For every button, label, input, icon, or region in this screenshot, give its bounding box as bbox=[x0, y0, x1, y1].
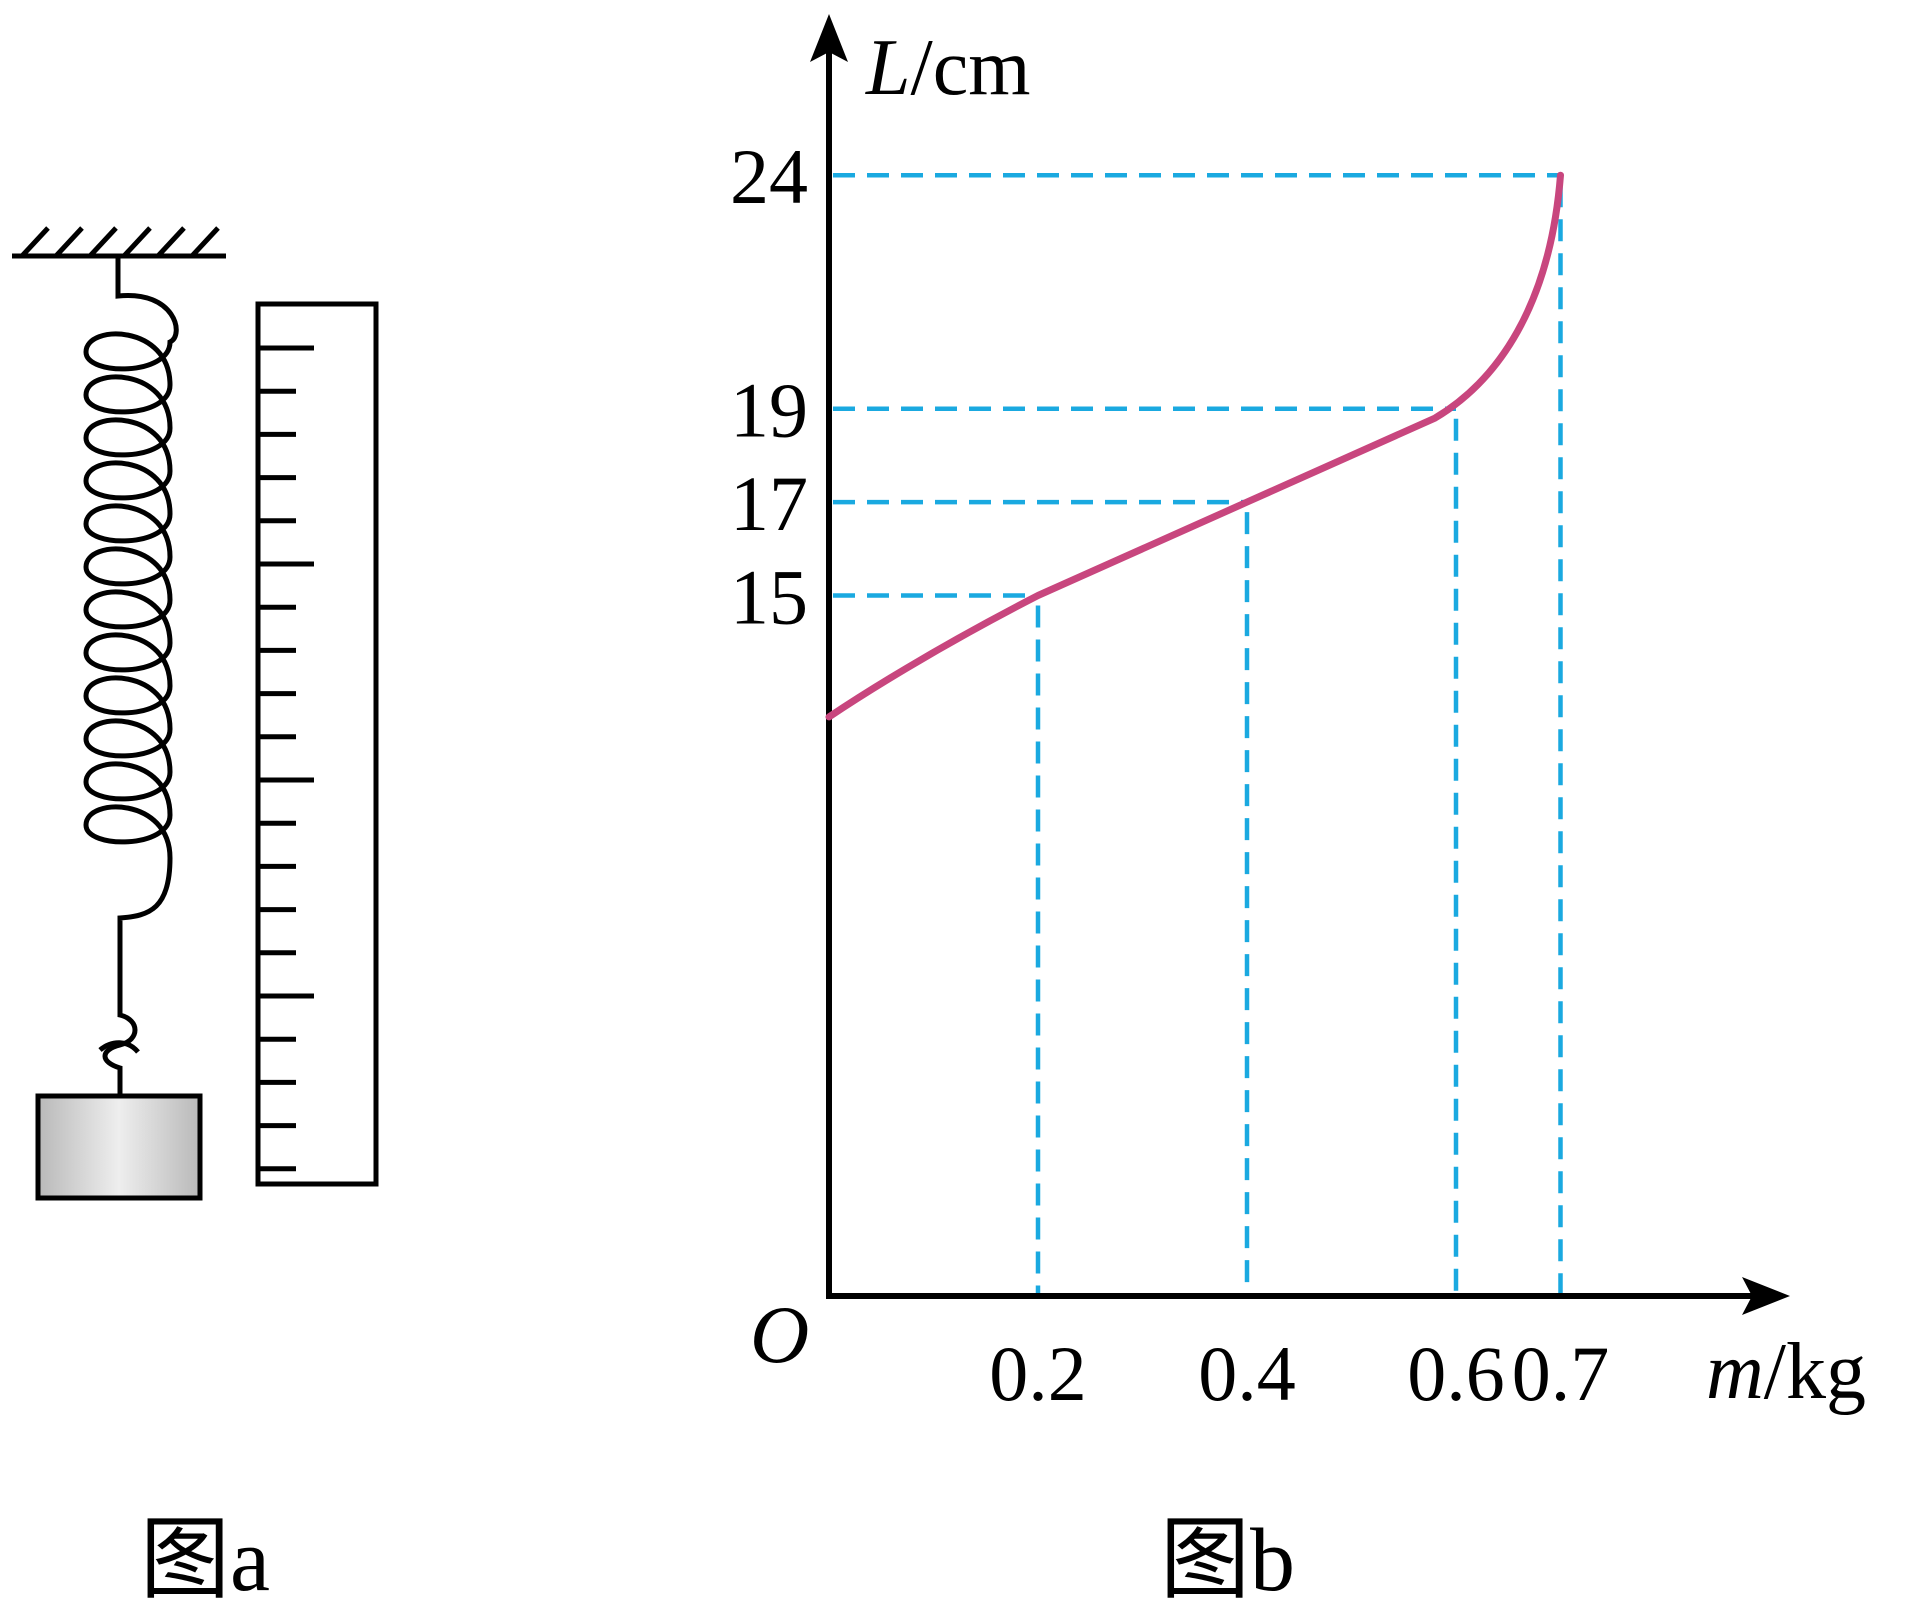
y-tick-label: 17 bbox=[730, 460, 808, 547]
ceiling-hatch bbox=[20, 226, 50, 258]
ruler bbox=[255, 301, 379, 1187]
ceiling-hatch bbox=[54, 226, 84, 258]
figure-a: 图a bbox=[12, 226, 379, 1607]
ceiling-hatch bbox=[88, 226, 118, 258]
x-tick-labels: 0.2 0.4 0.6 0.7 bbox=[989, 1330, 1609, 1417]
y-axis-var: L bbox=[865, 24, 911, 112]
y-tick-label: 24 bbox=[730, 133, 808, 220]
x-tick-label: 0.7 bbox=[1512, 1330, 1610, 1417]
x-axis-arrow bbox=[1742, 1277, 1790, 1315]
x-tick-label: 0.4 bbox=[1198, 1330, 1296, 1417]
y-tick-label: 15 bbox=[730, 554, 808, 641]
spring bbox=[83, 256, 179, 990]
ceiling-hatch bbox=[156, 226, 186, 258]
weight-block bbox=[35, 1093, 203, 1201]
x-tick-label: 0.2 bbox=[989, 1330, 1087, 1417]
length-mass-curve bbox=[825, 171, 1564, 721]
origin-label: O bbox=[750, 1289, 809, 1380]
x-axis-var: m bbox=[1706, 1328, 1764, 1416]
hook-curl bbox=[98, 1040, 140, 1054]
ruler-ticks bbox=[258, 345, 314, 1172]
ceiling-hatch bbox=[122, 226, 152, 258]
y-axis-unit: /cm bbox=[911, 24, 1031, 112]
y-axis-label: L/cm bbox=[865, 24, 1030, 112]
guide-lines bbox=[833, 172, 1563, 1296]
y-tick-label: 19 bbox=[730, 367, 808, 454]
x-tick-label: 0.6 bbox=[1407, 1330, 1505, 1417]
figure-b-caption: 图b bbox=[1160, 1511, 1295, 1607]
y-axis-arrow bbox=[810, 14, 848, 62]
ceiling-hatch bbox=[190, 226, 220, 258]
figure-a-caption: 图a bbox=[140, 1511, 270, 1607]
x-axis-unit: /kg bbox=[1764, 1328, 1866, 1416]
x-axis-label: m/kg bbox=[1706, 1328, 1866, 1416]
ceiling bbox=[12, 226, 226, 259]
